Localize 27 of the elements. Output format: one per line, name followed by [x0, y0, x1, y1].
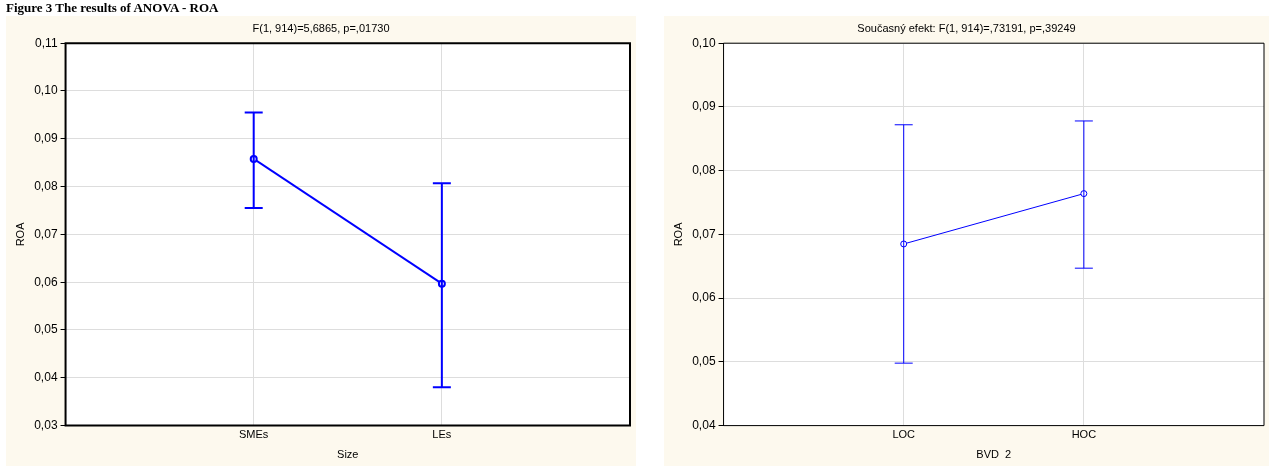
y-tick-label: 0,10	[34, 83, 58, 98]
x-tick-label: LEs	[432, 428, 452, 441]
y-tick-label: 0,09	[692, 99, 716, 114]
chart-title: Současný efekt: F(1, 914)=,73191, p=,39249	[857, 21, 1076, 34]
y-tick-label: 0,11	[35, 35, 58, 50]
y-tick-label: 0,04	[692, 417, 716, 432]
y-tick-label: 0,04	[34, 370, 58, 385]
y-axis-title: ROA	[13, 221, 26, 247]
y-tick-label: 0,09	[34, 131, 58, 146]
y-tick-label: 0,07	[692, 226, 716, 241]
y-tick-label: 0,10	[692, 35, 716, 50]
y-tick-label: 0,03	[34, 417, 58, 432]
y-tick-label: 0,08	[692, 162, 716, 177]
y-tick-label: 0,05	[34, 322, 58, 337]
y-tick-label: 0,08	[34, 178, 58, 193]
x-tick-label: LOC	[892, 428, 916, 441]
chart-title: F(1, 914)=5,6865, p=,01730	[252, 21, 390, 34]
y-tick-label: 0,06	[692, 290, 716, 305]
y-tick-label: 0,07	[34, 226, 58, 241]
y-axis-title: ROA	[671, 221, 684, 247]
x-tick-label: SMEs	[239, 428, 269, 441]
x-axis-title: Size	[337, 448, 359, 461]
y-tick-label: 0,06	[34, 274, 58, 289]
x-tick-label: HOC	[1071, 428, 1097, 441]
y-tick-label: 0,05	[692, 354, 716, 369]
caption: Figure 3 The results of ANOVA - ROA	[6, 0, 219, 16]
x-axis-title: BVD 2	[976, 448, 1012, 461]
